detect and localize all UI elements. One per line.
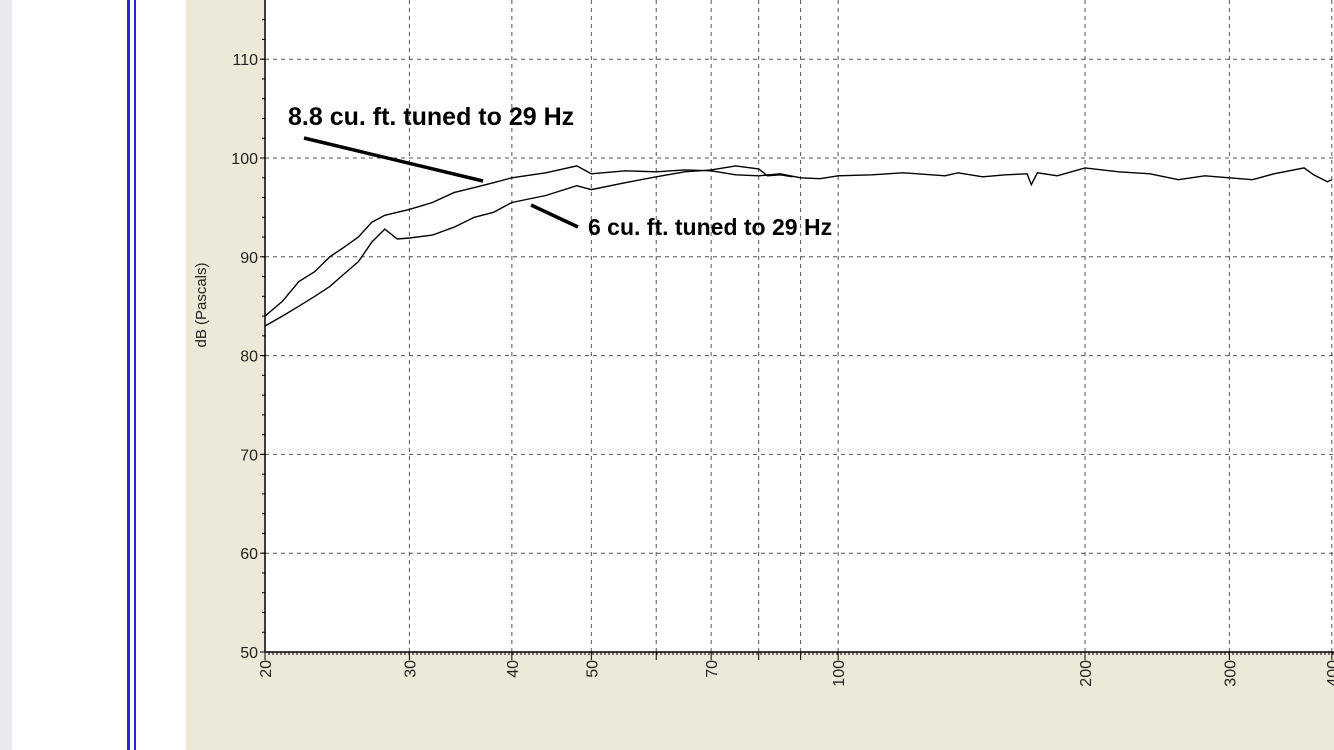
series-lines xyxy=(264,165,1333,327)
annotation-6-cu-ft: 6 cu. ft. tuned to 29 Hz xyxy=(588,214,832,240)
window-border-line-inner xyxy=(134,0,136,750)
annotation-8-8-pointer xyxy=(303,136,484,183)
window-left-strip xyxy=(0,0,12,750)
y-tick-label-50: 50 xyxy=(240,645,258,662)
x-tick-label-70: 70 xyxy=(704,660,721,678)
x-tick-label-300: 300 xyxy=(1222,660,1239,687)
series-line-1 xyxy=(264,165,1333,317)
annotations: 8.8 cu. ft. tuned to 29 Hz 6 cu. ft. tun… xyxy=(288,103,832,240)
series-line-2 xyxy=(264,165,793,327)
x-tick-label-400: 400 xyxy=(1325,660,1334,687)
y-axis-label: dB (Pascals) xyxy=(193,262,210,347)
y-tick-label-110: 110 xyxy=(232,52,258,69)
annotation-8-8-cu-ft: 8.8 cu. ft. tuned to 29 Hz xyxy=(288,103,574,131)
annotation-6-pointer xyxy=(530,203,579,229)
y-tick-label-80: 80 xyxy=(240,349,258,366)
grid xyxy=(265,0,1334,652)
axes xyxy=(260,0,1334,660)
x-tick-label-100: 100 xyxy=(831,660,848,687)
x-tick-labels: 20 30 40 50 70 100 200 300 400 xyxy=(258,660,1334,687)
y-tick-labels: 50 60 70 80 90 100 110 xyxy=(231,52,258,662)
x-tick-label-40: 40 xyxy=(505,660,522,678)
y-tick-label-90: 90 xyxy=(240,250,258,267)
y-tick-label-70: 70 xyxy=(240,447,258,464)
y-tick-label-60: 60 xyxy=(240,546,258,563)
x-tick-label-20: 20 xyxy=(258,660,275,678)
window-border-line xyxy=(127,0,130,750)
x-tick-label-200: 200 xyxy=(1078,660,1095,687)
y-tick-label-100: 100 xyxy=(231,151,258,168)
x-tick-label-30: 30 xyxy=(402,660,419,678)
x-tick-label-50: 50 xyxy=(584,660,601,678)
plot-area xyxy=(265,0,1334,652)
